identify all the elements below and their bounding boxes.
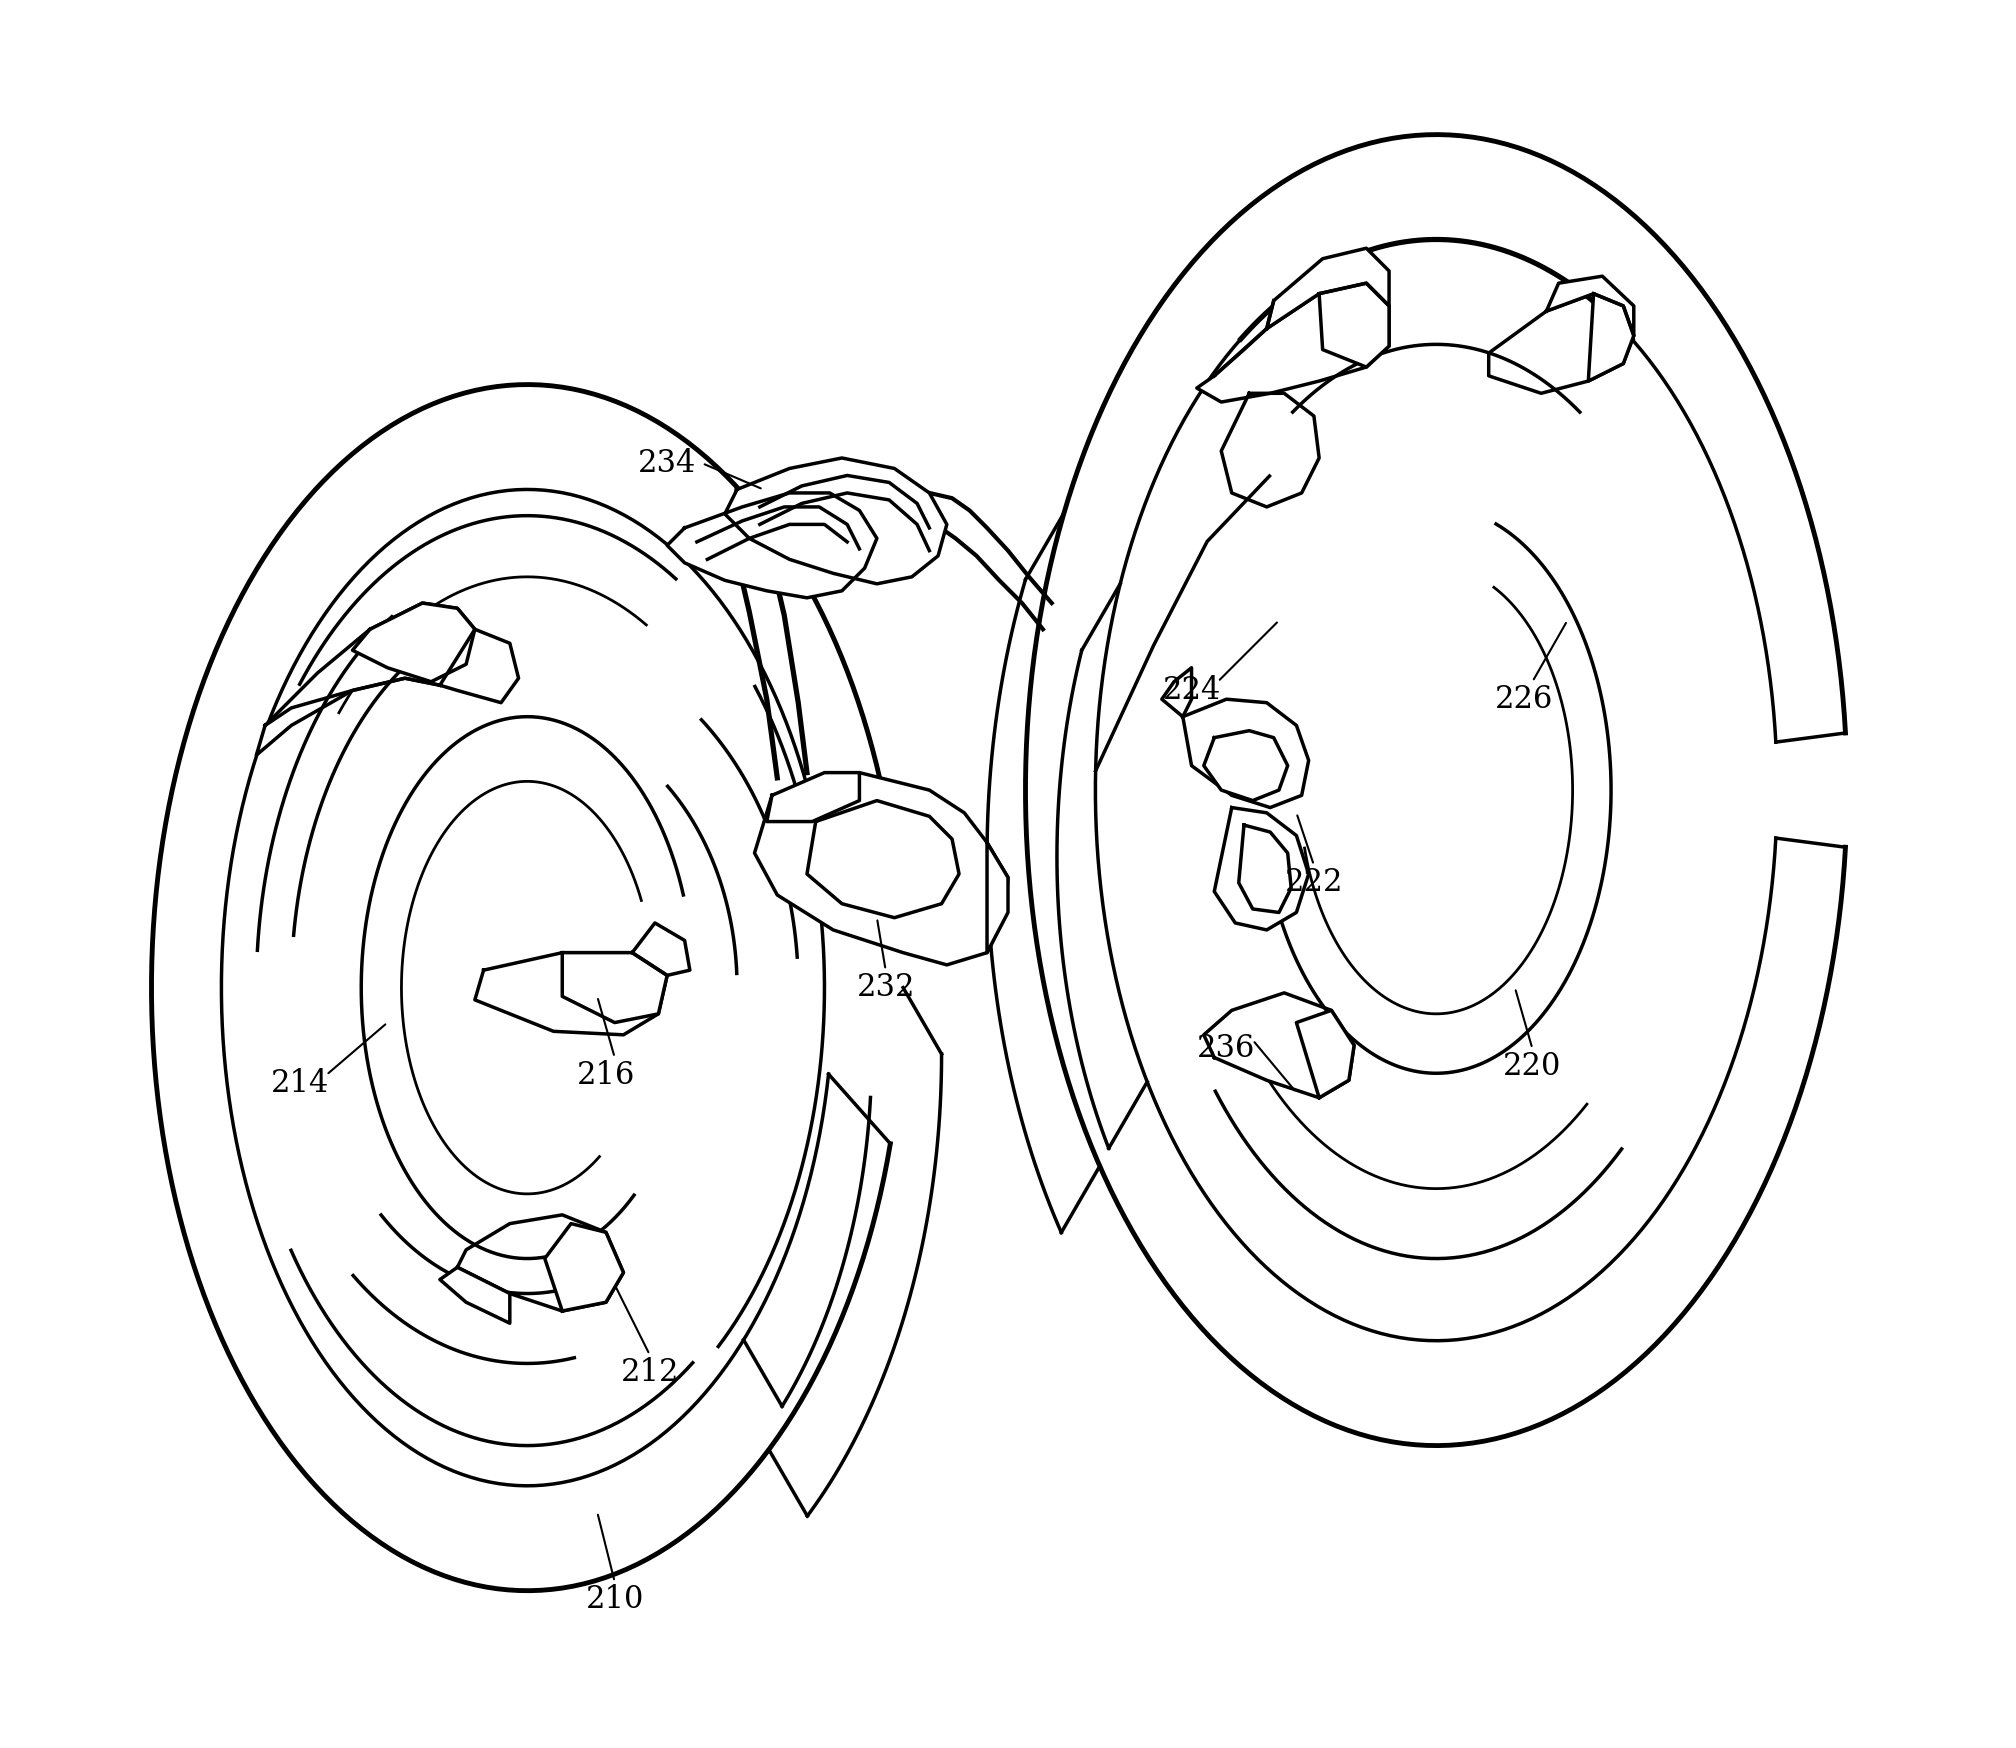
Polygon shape [562,953,667,1023]
Polygon shape [1204,731,1288,801]
Polygon shape [1161,668,1191,717]
Polygon shape [726,458,948,584]
Text: 222: 222 [1284,867,1343,898]
Polygon shape [1204,993,1355,1098]
Text: 232: 232 [857,972,915,1003]
Polygon shape [1266,248,1389,329]
Polygon shape [1214,808,1308,930]
Polygon shape [667,493,877,598]
Polygon shape [1318,283,1389,367]
Polygon shape [1546,276,1633,336]
Text: 224: 224 [1163,675,1220,706]
Polygon shape [1238,825,1290,912]
Polygon shape [1488,294,1633,393]
Polygon shape [766,773,859,822]
Text: 220: 220 [1504,1051,1562,1082]
Polygon shape [988,843,1008,953]
Polygon shape [439,1267,510,1323]
Text: 210: 210 [585,1584,643,1615]
Polygon shape [476,953,667,1035]
Polygon shape [806,801,960,918]
Polygon shape [256,603,476,755]
Text: 234: 234 [637,447,696,479]
Polygon shape [754,773,1008,965]
Polygon shape [353,603,476,682]
Text: 214: 214 [270,1068,329,1099]
Text: 226: 226 [1494,683,1552,715]
Polygon shape [458,1215,623,1311]
Polygon shape [1183,699,1308,808]
Polygon shape [1222,393,1318,507]
Polygon shape [1296,1010,1355,1098]
Text: 216: 216 [577,1059,635,1091]
Text: 236: 236 [1198,1033,1256,1065]
Polygon shape [439,629,518,703]
Polygon shape [1198,283,1389,402]
Polygon shape [633,923,689,975]
Text: 212: 212 [621,1356,679,1388]
Polygon shape [544,1224,623,1311]
Polygon shape [1589,294,1633,381]
